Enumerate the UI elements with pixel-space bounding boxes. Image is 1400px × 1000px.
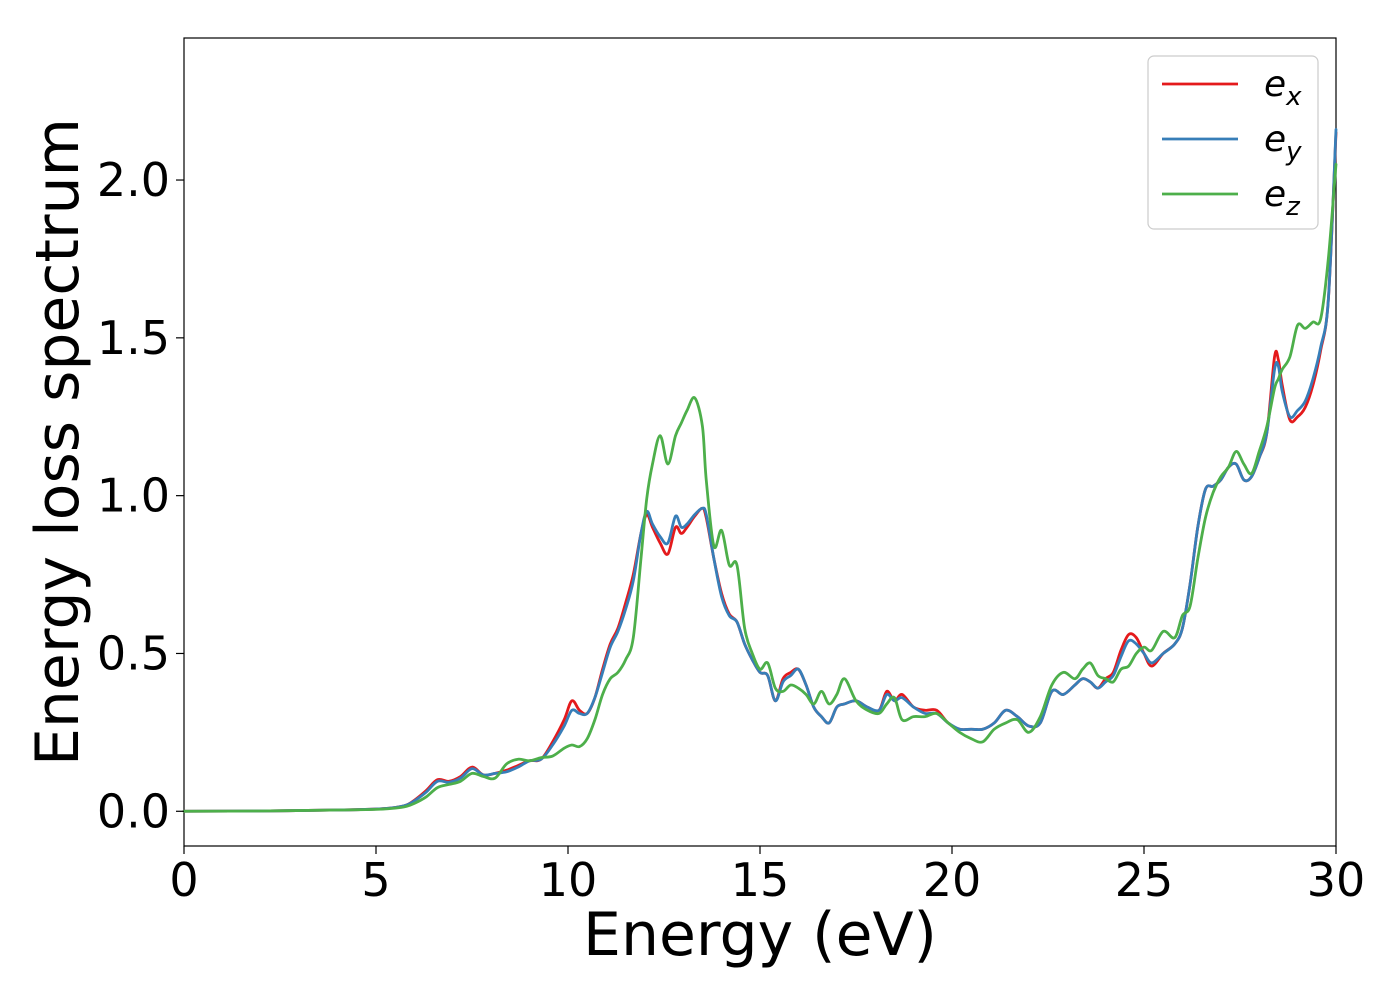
x-tick-label: 10 <box>539 853 598 907</box>
y-tick-label: 1.5 <box>97 311 170 365</box>
legend-label-z: ez <box>1264 174 1301 222</box>
y-tick-label: 0.0 <box>97 784 170 838</box>
x-tick-label: 15 <box>731 853 790 907</box>
legend-label-y: ey <box>1264 119 1302 167</box>
x-tick-label: 30 <box>1307 853 1366 907</box>
series-lines <box>182 128 1338 813</box>
x-tick-label: 20 <box>923 853 982 907</box>
y-tick-label: 2.0 <box>97 153 170 207</box>
x-tick-label: 5 <box>361 853 390 907</box>
legend-box <box>1147 55 1319 230</box>
x-tick-label: 0 <box>169 853 198 907</box>
x-axis-label: Energy (eV) <box>583 900 937 970</box>
y-tick-label: 1.0 <box>97 469 170 523</box>
legend-label-x: ex <box>1264 64 1302 112</box>
y-tick-label: 0.5 <box>97 626 170 680</box>
x-tick-label: 25 <box>1115 853 1174 907</box>
legend: ex ey ez <box>1147 55 1319 230</box>
y-axis-label: Energy loss spectrum <box>23 118 93 766</box>
x-axis-ticks: 0 5 10 15 20 25 30 <box>169 846 1365 907</box>
series-line-z <box>182 162 1338 813</box>
plot-frame <box>183 37 1337 847</box>
y-axis-ticks: 0.0 0.5 1.0 1.5 2.0 <box>97 153 184 838</box>
series-line-y <box>182 128 1338 813</box>
